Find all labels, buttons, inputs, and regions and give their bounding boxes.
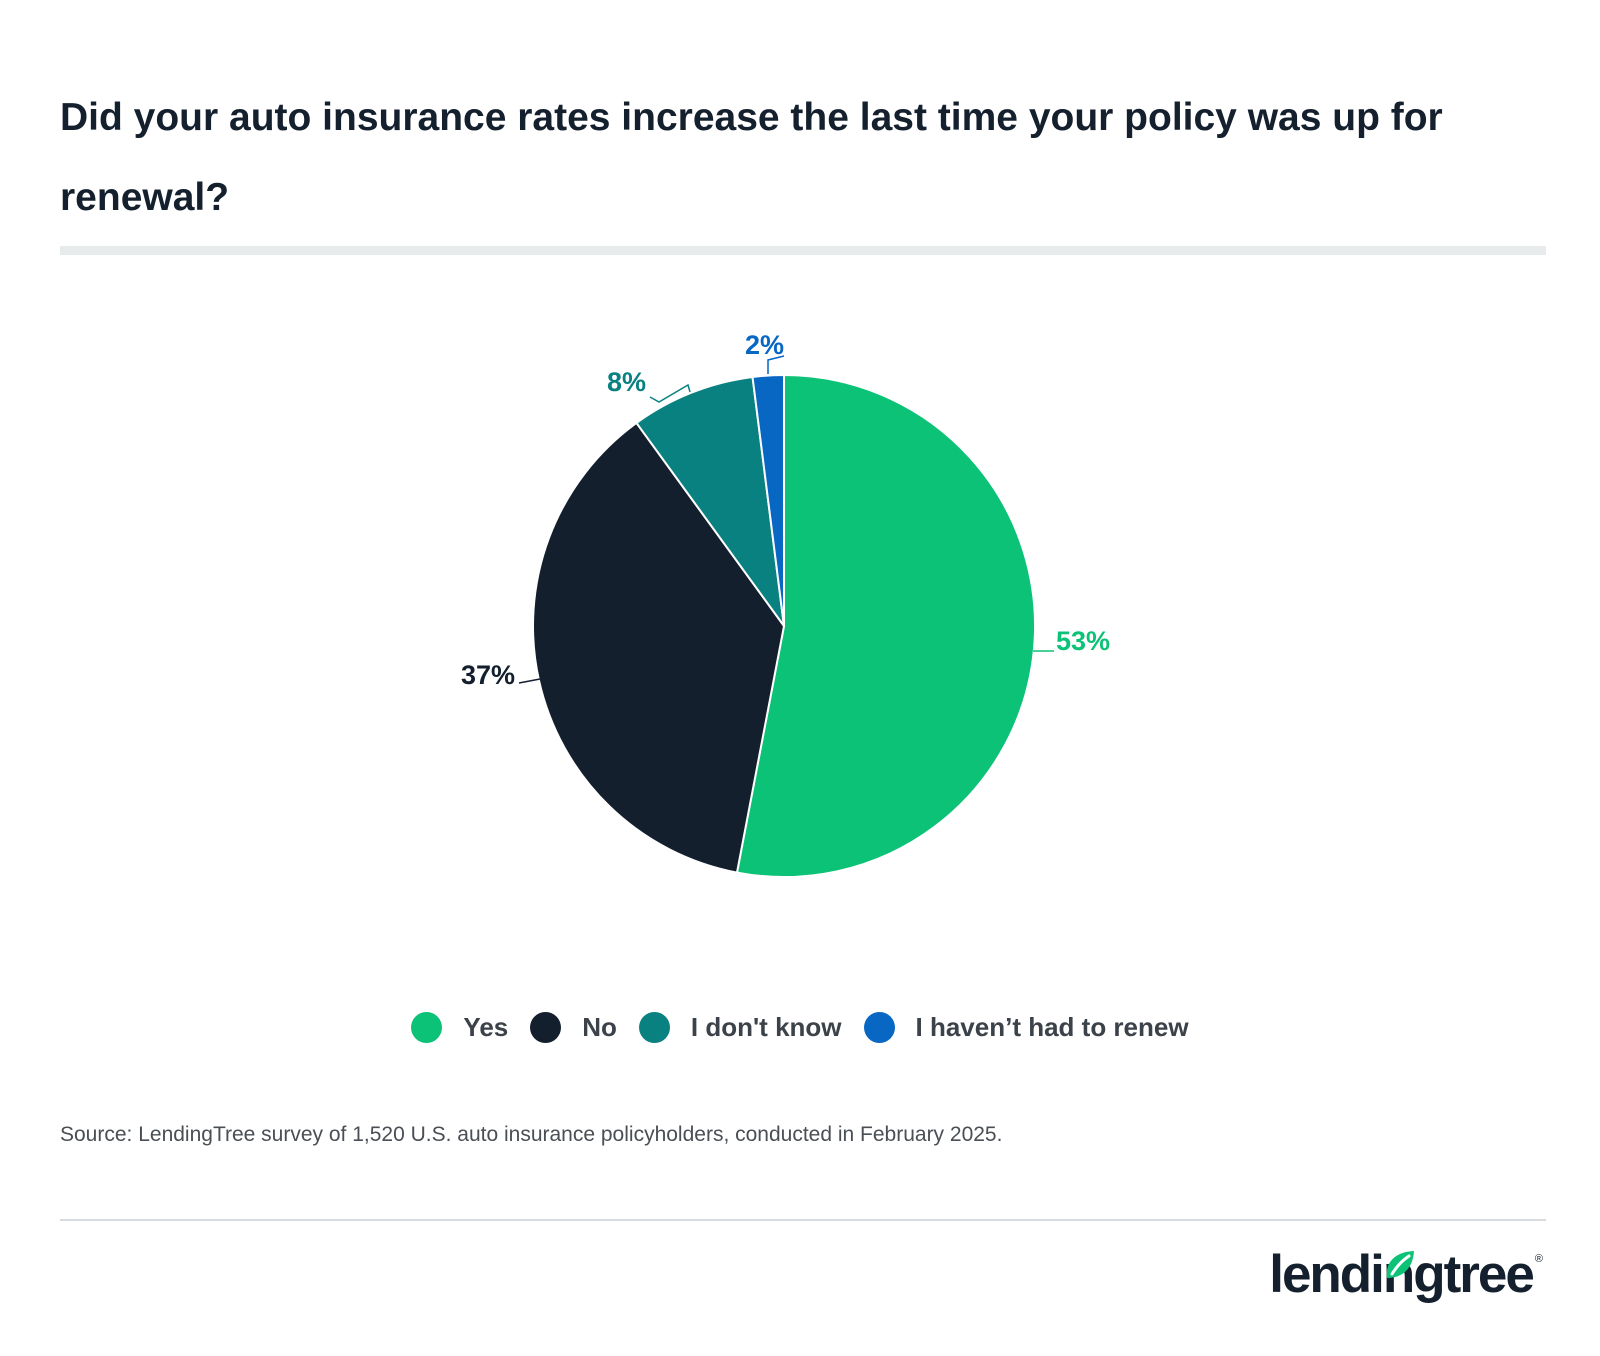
legend: Yes No I don't know I haven’t had to ren… — [0, 1012, 1600, 1043]
pie-slice-no[interactable] — [532, 421, 785, 874]
title-divider — [60, 246, 1546, 255]
legend-label-not-renewed: I haven’t had to renew — [915, 1012, 1189, 1042]
chart-title: Did your auto insurance rates increase t… — [60, 96, 1443, 219]
legend-label-no: No — [582, 1012, 617, 1042]
legend-swatch-no — [530, 1012, 562, 1043]
legend-item-dont-know[interactable]: I don't know — [638, 1012, 842, 1043]
legend-label-yes: Yes — [463, 1012, 509, 1042]
pie-slice-not-renewed[interactable] — [751, 374, 785, 627]
registered-mark: ® — [1534, 1253, 1543, 1265]
leader-line-not-renewed — [767, 355, 785, 374]
pie-chart: 53% 37% 8% 2% — [461, 330, 1110, 878]
pie-slice-yes[interactable] — [735, 374, 1037, 878]
legend-item-not-renewed[interactable]: I haven’t had to renew — [863, 1012, 1189, 1043]
source-note: Source: LendingTree survey of 1,520 U.S.… — [60, 1123, 1003, 1146]
leader-line-no — [518, 678, 541, 684]
legend-swatch-dont-know — [638, 1012, 670, 1043]
pie-labels: 53% 37% 8% 2% — [461, 330, 1110, 690]
legend-swatch-not-renewed — [863, 1012, 895, 1043]
pie-slice-dont-know[interactable] — [635, 375, 785, 627]
slice-label-yes: 53% — [1056, 626, 1110, 656]
leaf-icon — [1386, 1251, 1415, 1278]
slice-label-dont-know: 8% — [607, 367, 646, 397]
footer-divider — [60, 1219, 1546, 1221]
slice-label-not-renewed: 2% — [745, 330, 784, 360]
slice-label-no: 37% — [461, 660, 515, 690]
lendingtree-logo: lendingtree ® — [1269, 1248, 1543, 1301]
legend-label-dont-know: I don't know — [690, 1012, 842, 1042]
leader-line-dont-know — [649, 383, 691, 403]
pie-slices — [532, 374, 1037, 878]
legend-item-no[interactable]: No — [530, 1012, 617, 1043]
legend-swatch-yes — [411, 1012, 443, 1043]
legend-item-yes[interactable]: Yes — [411, 1012, 508, 1043]
